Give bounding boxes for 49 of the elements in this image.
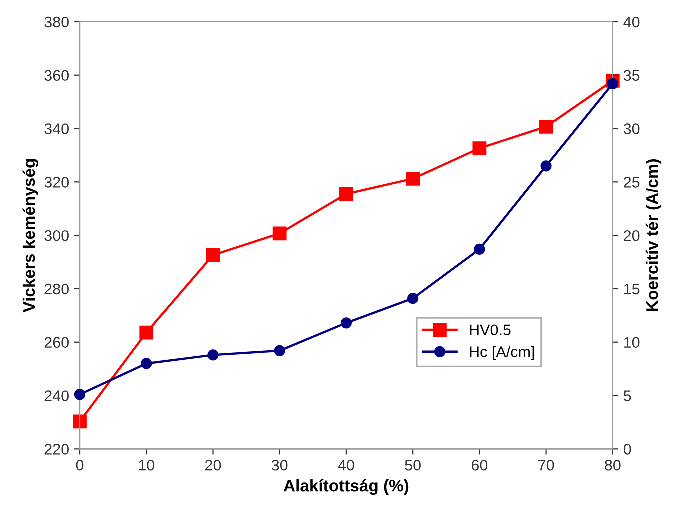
x-tick-label: 50 <box>405 460 421 471</box>
y2-tick-label: 0 <box>624 444 632 455</box>
x-tick-label: 20 <box>206 460 222 471</box>
y2-tick-label: 5 <box>624 390 632 402</box>
y-tick-label: 260 <box>44 337 69 348</box>
legend-label: HV0.5 <box>470 324 511 336</box>
x-tick-label: 10 <box>139 460 155 471</box>
y-tick-label: 340 <box>44 124 69 134</box>
y2-tick-label: 10 <box>624 337 640 348</box>
point <box>208 350 219 361</box>
point <box>406 172 420 186</box>
point <box>408 293 419 304</box>
point <box>607 78 618 90</box>
x-tick-label: 70 <box>538 460 554 471</box>
point <box>73 414 87 429</box>
y-tick-label: 280 <box>44 284 69 295</box>
point <box>74 389 86 400</box>
y2-tick-label: 35 <box>624 70 640 82</box>
y-tick-label: 380 <box>44 16 69 28</box>
x-tick-label: 40 <box>338 460 354 471</box>
point <box>472 142 487 156</box>
y-axis-title: Vickers keménység <box>22 159 39 313</box>
point <box>272 226 287 241</box>
point <box>340 318 352 329</box>
point <box>274 345 286 356</box>
y-tick-label: 300 <box>44 230 69 242</box>
point <box>540 160 552 172</box>
y-tick-label: 240 <box>44 390 69 402</box>
point <box>141 358 152 370</box>
y2-tick-label: 25 <box>624 177 640 188</box>
point <box>539 120 554 134</box>
x-tick-label: 80 <box>605 460 621 471</box>
y-tick-label: 220 <box>44 444 69 455</box>
x-tick-label: 30 <box>272 460 288 471</box>
x-tick-label: 0 <box>76 460 84 471</box>
point <box>474 244 486 256</box>
y-tick-label: 360 <box>44 70 69 82</box>
y2-tick-label: 20 <box>624 230 640 242</box>
point <box>206 248 220 262</box>
x-axis-title: Alakítottság (%) <box>284 479 409 496</box>
y2-tick-label: 40 <box>624 16 640 28</box>
y-tick-label: 320 <box>44 177 69 188</box>
point <box>140 326 154 340</box>
legend-label: Hc [A/cm] <box>470 346 534 360</box>
y2-axis-title: Koercitív tér (A/cm) <box>646 160 662 312</box>
x-tick-label: 60 <box>472 460 488 471</box>
y2-tick-label: 30 <box>624 124 640 134</box>
y2-tick-label: 15 <box>624 284 640 295</box>
point <box>340 187 354 202</box>
